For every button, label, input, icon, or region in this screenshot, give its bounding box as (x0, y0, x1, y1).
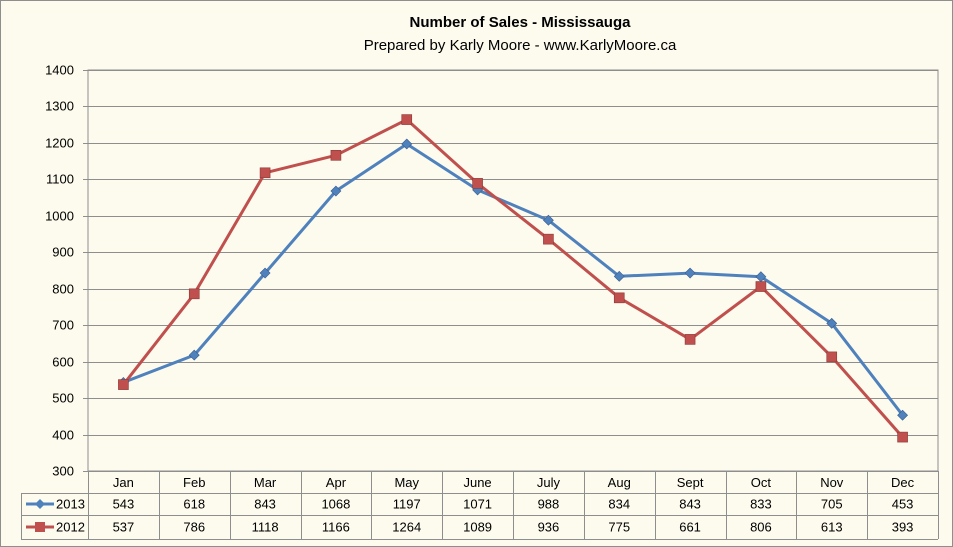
table-value-2013: 1071 (463, 497, 492, 512)
y-tick-label: 500 (52, 391, 74, 406)
table-value-2013: 988 (538, 497, 560, 512)
point-2012-Apr (330, 150, 342, 161)
table-value-2013: 833 (750, 497, 772, 512)
point-2012-July (543, 233, 554, 245)
point-2013-Aug (613, 270, 625, 282)
point-2013-Dec (897, 409, 909, 421)
y-tick-label: 800 (52, 282, 74, 297)
x-category-label: Dec (891, 475, 915, 490)
table-value-2013: 843 (679, 497, 701, 512)
x-category-label: July (537, 475, 561, 490)
x-category-label: May (394, 475, 419, 490)
chart-subtitle: Prepared by Karly Moore - www.KarlyMoore… (364, 37, 677, 54)
point-2012-May (401, 114, 413, 125)
table-value-2012: 393 (892, 520, 914, 535)
table-value-2012: 936 (538, 520, 560, 535)
x-category-label: Nov (820, 475, 844, 490)
series-line-2013 (122, 142, 904, 417)
y-tick-label: 1000 (45, 209, 74, 224)
y-tick-label: 1300 (45, 99, 74, 114)
point-2013-Apr (330, 185, 342, 197)
y-tick-label: 1200 (45, 136, 74, 151)
table-value-2012: 1264 (392, 520, 421, 535)
x-category-label: Apr (326, 475, 347, 490)
point-2012-June (472, 178, 483, 189)
y-tick-label: 400 (52, 428, 74, 443)
point-2013-Feb (188, 349, 200, 361)
point-2012-Mar (259, 167, 271, 179)
y-tick-label: 600 (52, 355, 74, 370)
table-value-2012: 1089 (463, 520, 492, 535)
legend-key-marker-2013 (35, 499, 45, 509)
point-2013-Mar (259, 267, 271, 279)
table-value-2013: 705 (821, 497, 843, 512)
point-2012-Nov (826, 351, 838, 363)
point-2012-Aug (613, 292, 625, 304)
x-category-label: Oct (751, 475, 772, 490)
table-value-2012: 661 (679, 520, 701, 535)
table-value-2012: 1118 (252, 520, 279, 535)
table-value-2013: 453 (892, 497, 914, 512)
point-2013-Sept (684, 267, 696, 279)
table-value-2013: 1068 (321, 497, 350, 512)
point-2013-Nov (826, 317, 838, 329)
x-category-label: Sept (677, 475, 704, 490)
y-tick-label: 1400 (45, 63, 74, 78)
point-2012-Feb (188, 288, 200, 300)
table-value-2013: 543 (113, 497, 135, 512)
table-value-2013: 834 (608, 497, 630, 512)
point-2012-Dec (897, 431, 908, 443)
point-2012-Oct (755, 281, 767, 292)
point-2012-Jan (118, 379, 129, 390)
x-category-label: June (463, 475, 491, 490)
table-value-2013: 618 (183, 497, 205, 512)
table-value-2012: 786 (183, 520, 205, 535)
point-2013-July (542, 214, 554, 226)
x-category-label: Jan (113, 475, 134, 490)
table-value-2012: 1166 (322, 520, 350, 535)
y-tick-label: 900 (52, 245, 74, 260)
table-value-2012: 806 (750, 520, 772, 535)
table-value-2013: 1197 (393, 497, 421, 512)
table-value-2012: 775 (608, 520, 630, 535)
y-tick-label: 1100 (46, 172, 74, 187)
table-value-2012: 537 (113, 520, 135, 535)
x-category-label: Aug (608, 475, 631, 490)
legend-label-2013: 2013 (56, 497, 85, 512)
x-category-label: Feb (183, 475, 205, 490)
legend-key-marker-2012 (35, 522, 45, 532)
table-value-2012: 613 (821, 520, 843, 535)
series-line-2012 (122, 118, 904, 439)
y-tick-label: 300 (52, 464, 74, 479)
y-tick-label: 700 (52, 318, 74, 333)
x-category-label: Mar (254, 475, 277, 490)
plot-area-border (87, 69, 939, 472)
legend-label-2012: 2012 (56, 520, 85, 535)
point-2013-May (401, 138, 413, 150)
y-axis: 300 400 500 600 700 800 900 1000 1100 1200 1300 140… (45, 63, 88, 479)
data-table: Jan Feb Mar Apr May June July Aug Sept Oct Nov Dec 2… (21, 471, 939, 540)
table-value-2013: 843 (254, 497, 276, 512)
chart-title: Number of Sales - Mississauga (410, 14, 632, 31)
gridlines (87, 69, 939, 472)
series-lines (117, 114, 909, 443)
point-2012-Sept (684, 334, 696, 345)
